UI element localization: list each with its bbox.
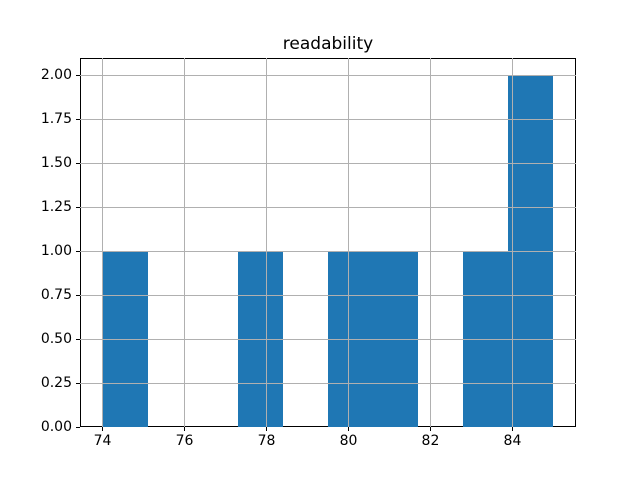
y-tick-mark bbox=[76, 118, 80, 120]
y-tick-label: 1.75 bbox=[40, 111, 72, 128]
y-tick-mark bbox=[76, 162, 80, 164]
y-tick-label: 0.50 bbox=[40, 331, 72, 348]
y-tick-label: 0.00 bbox=[40, 419, 72, 436]
x-tick-label: 76 bbox=[175, 433, 194, 450]
x-tick-label: 82 bbox=[421, 433, 440, 450]
grid-line-horizontal bbox=[80, 382, 576, 384]
y-tick-mark bbox=[76, 206, 80, 208]
grid-line-horizontal bbox=[80, 294, 576, 296]
x-tick-mark bbox=[102, 427, 104, 432]
x-tick-mark bbox=[511, 427, 513, 432]
x-tick-label: 78 bbox=[257, 433, 276, 450]
plot-area bbox=[80, 57, 576, 428]
y-tick-label: 0.75 bbox=[40, 287, 72, 304]
x-tick-mark bbox=[347, 427, 349, 432]
y-tick-mark bbox=[76, 338, 80, 340]
x-tick-mark bbox=[429, 427, 431, 432]
grid-line-vertical bbox=[184, 57, 186, 428]
chart-title: readability bbox=[282, 34, 374, 54]
x-tick-mark bbox=[184, 427, 186, 432]
grid-line-horizontal bbox=[80, 162, 576, 164]
y-tick-label: 1.50 bbox=[40, 155, 72, 172]
x-tick-mark bbox=[266, 427, 267, 432]
x-tick-label: 80 bbox=[339, 433, 358, 450]
y-tick-mark bbox=[76, 382, 80, 384]
x-tick-label: 84 bbox=[503, 433, 522, 450]
grid-line-horizontal bbox=[80, 118, 576, 120]
grid-line-horizontal bbox=[80, 250, 576, 252]
y-tick-mark bbox=[76, 250, 80, 252]
grid-line-vertical bbox=[102, 57, 104, 428]
y-tick-label: 2.00 bbox=[40, 67, 72, 84]
grid-line-vertical bbox=[511, 57, 513, 428]
y-tick-mark bbox=[76, 74, 80, 76]
y-tick-label: 0.25 bbox=[40, 375, 72, 392]
grid-line-horizontal bbox=[80, 426, 576, 428]
y-tick-label: 1.25 bbox=[40, 199, 72, 216]
grid-line-vertical bbox=[266, 57, 267, 428]
y-tick-mark bbox=[76, 294, 80, 296]
grid-line-vertical bbox=[429, 57, 431, 428]
y-tick-mark bbox=[76, 426, 80, 428]
grid-line-vertical bbox=[347, 57, 349, 428]
grid-line-horizontal bbox=[80, 74, 576, 76]
grid-line-horizontal bbox=[80, 206, 576, 208]
grid-line-horizontal bbox=[80, 338, 576, 340]
y-tick-label: 1.00 bbox=[40, 243, 72, 260]
x-tick-label: 74 bbox=[93, 433, 112, 450]
